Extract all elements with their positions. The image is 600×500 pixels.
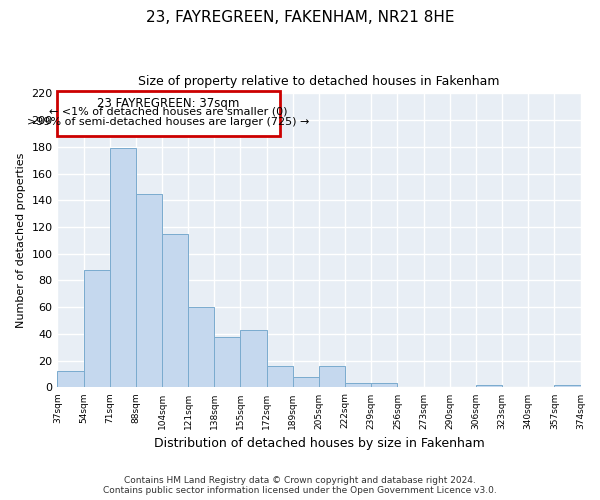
Text: Contains HM Land Registry data © Crown copyright and database right 2024.
Contai: Contains HM Land Registry data © Crown c…	[103, 476, 497, 495]
Bar	[345, 384, 371, 388]
Bar	[162, 234, 188, 388]
Bar	[214, 336, 241, 388]
X-axis label: Distribution of detached houses by size in Fakenham: Distribution of detached houses by size …	[154, 437, 484, 450]
Text: >99% of semi-detached houses are larger (725) →: >99% of semi-detached houses are larger …	[28, 118, 310, 128]
Bar	[58, 372, 83, 388]
Bar	[293, 376, 319, 388]
Text: 23, FAYREGREEN, FAKENHAM, NR21 8HE: 23, FAYREGREEN, FAKENHAM, NR21 8HE	[146, 10, 454, 25]
Bar	[241, 330, 266, 388]
Text: ← <1% of detached houses are smaller (0): ← <1% of detached houses are smaller (0)	[49, 106, 288, 117]
Bar	[136, 194, 162, 388]
Bar	[110, 148, 136, 388]
Text: 23 FAYREGREEN: 37sqm: 23 FAYREGREEN: 37sqm	[97, 98, 240, 110]
Bar	[266, 366, 293, 388]
Bar	[319, 366, 345, 388]
Bar	[83, 270, 110, 388]
Bar	[371, 384, 397, 388]
Bar	[58, 90, 280, 136]
Bar	[188, 307, 214, 388]
Y-axis label: Number of detached properties: Number of detached properties	[16, 152, 26, 328]
Title: Size of property relative to detached houses in Fakenham: Size of property relative to detached ho…	[138, 75, 500, 88]
Bar	[476, 385, 502, 388]
Bar	[554, 385, 581, 388]
